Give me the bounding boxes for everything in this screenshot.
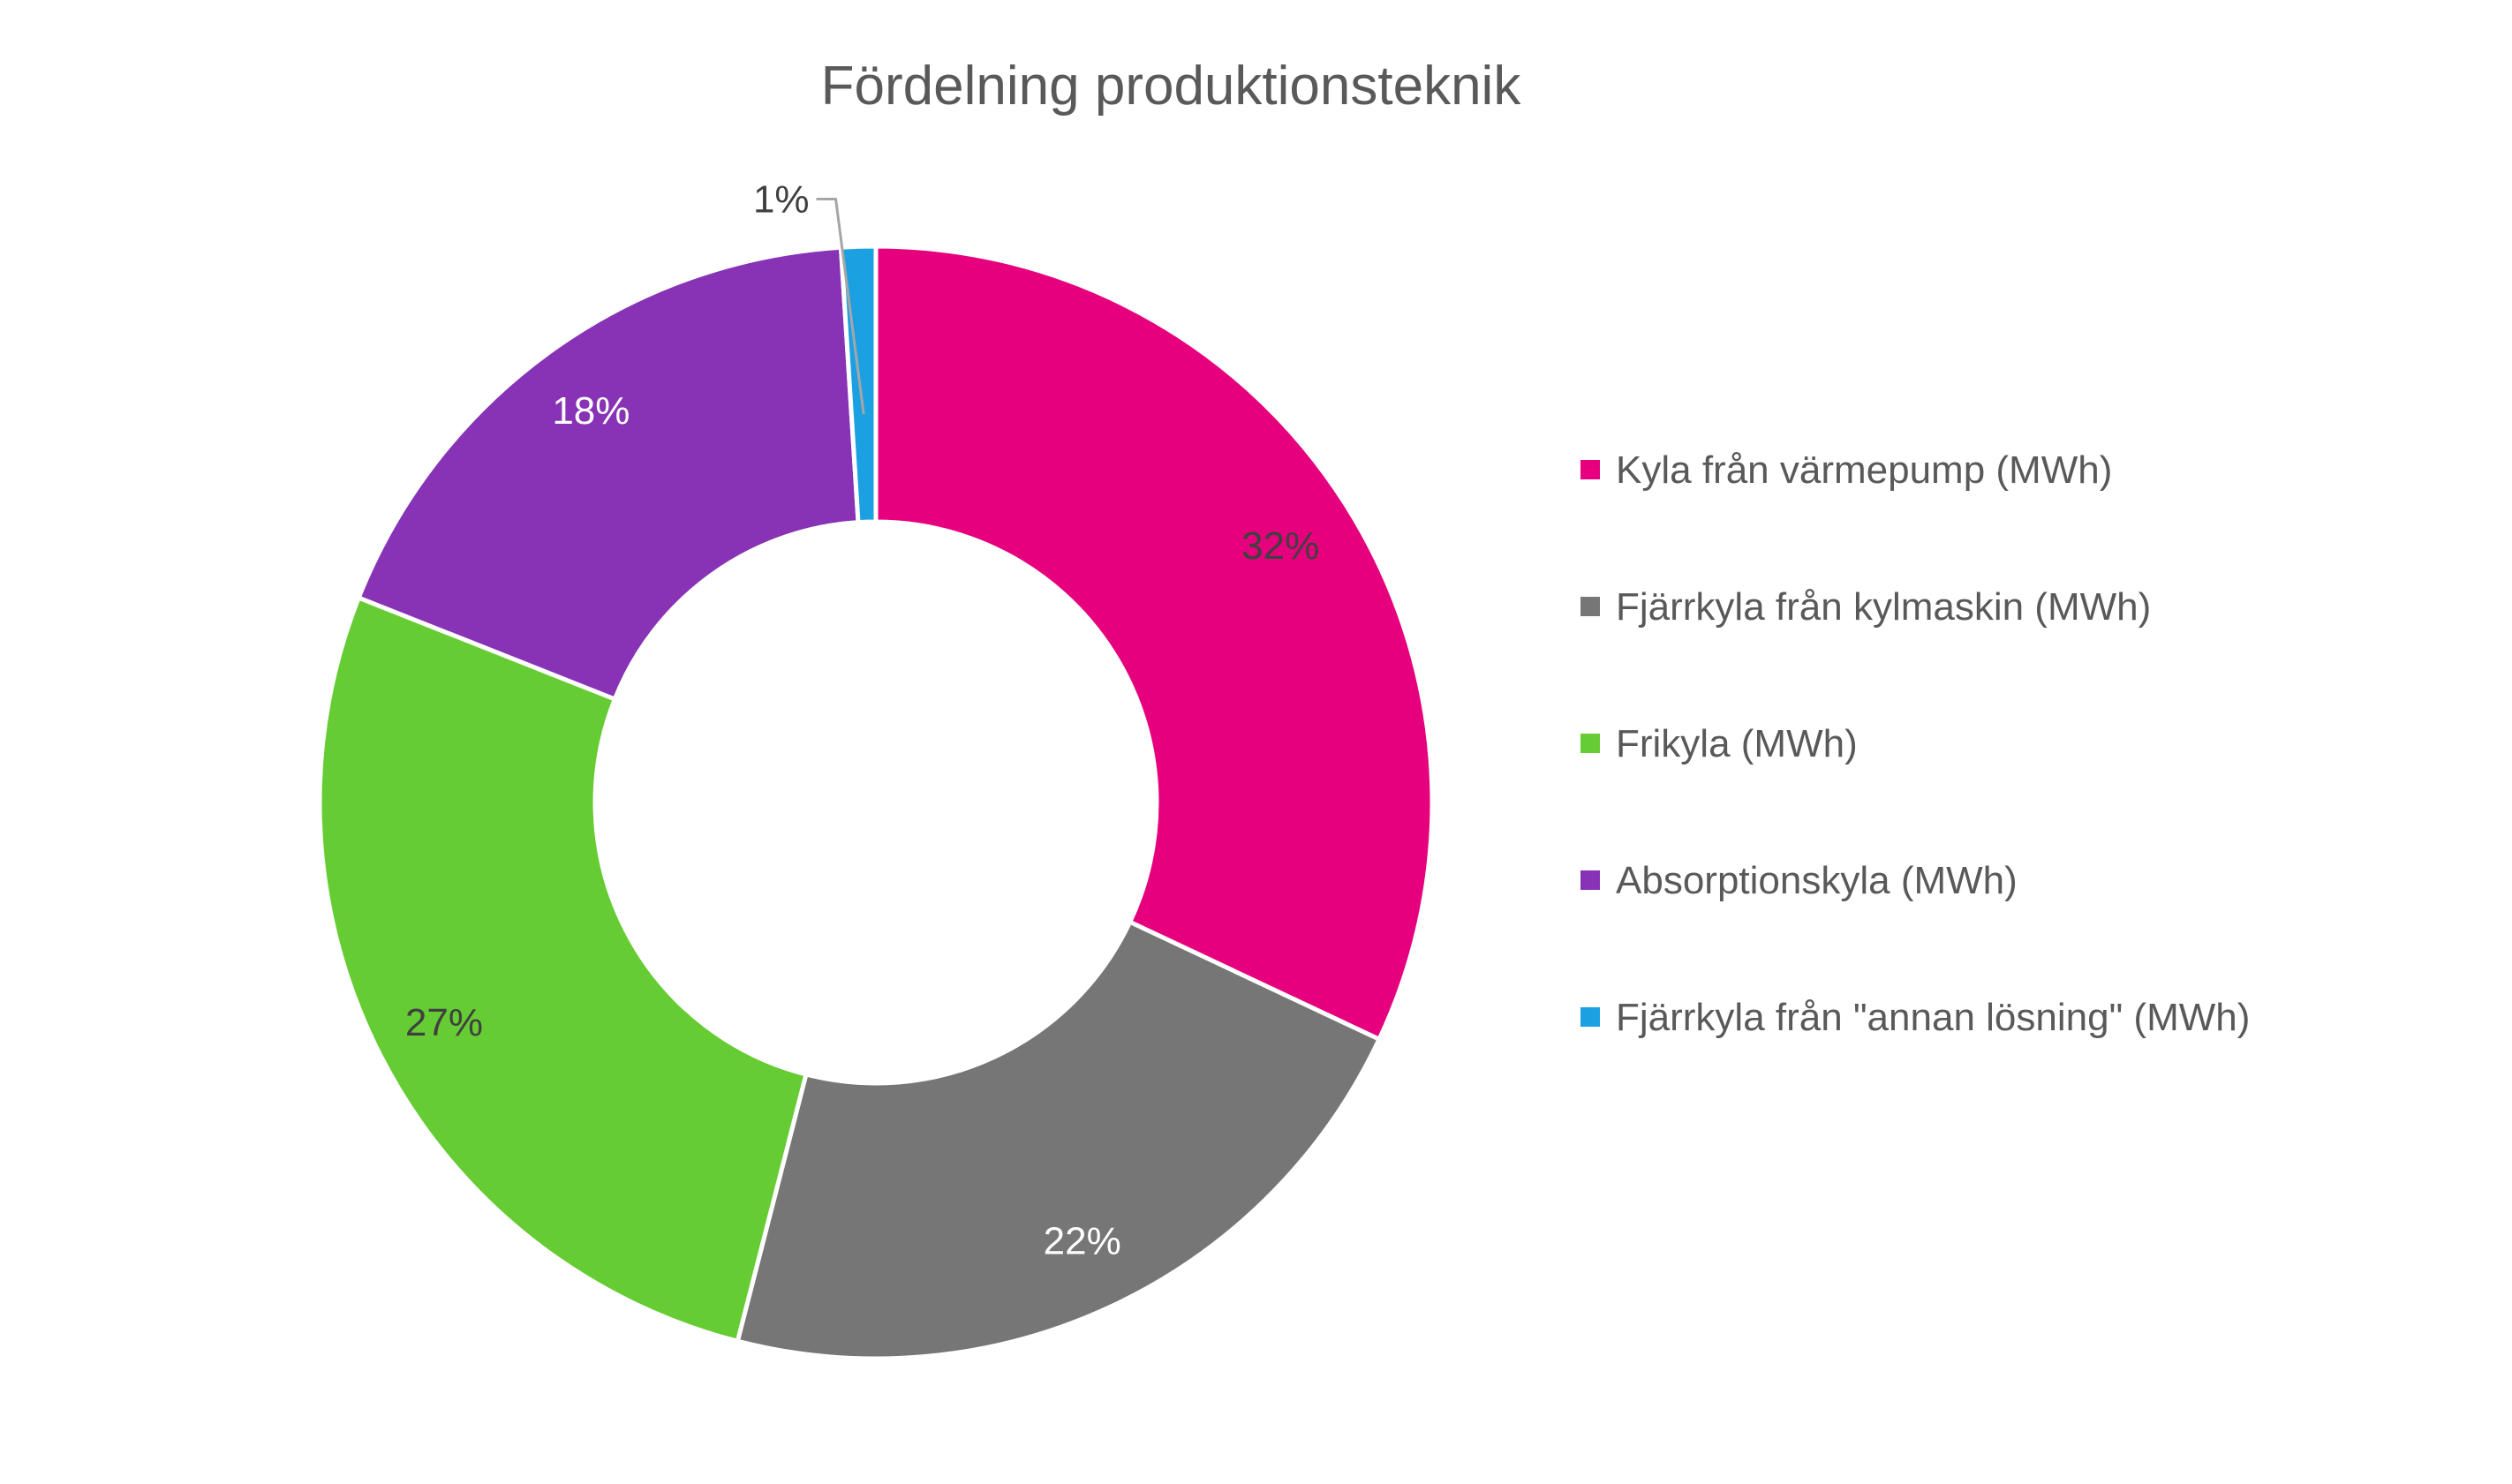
legend-label-5: Fjärrkyla från "annan lösning" (MWh) (1616, 996, 2250, 1039)
slices-layer (317, 244, 1435, 1361)
data-label-3: 27% (405, 1001, 483, 1044)
leader-line-5 (816, 198, 865, 415)
legend-swatch-4 (1580, 870, 1600, 890)
chart-title: Fördelning produktionsteknik (821, 56, 1522, 117)
legend-swatch-2 (1580, 597, 1600, 616)
data-label-5: 1% (753, 178, 810, 222)
legend-swatch-5 (1580, 1007, 1600, 1027)
legend-swatch-1 (1580, 460, 1600, 479)
slice-3 (317, 594, 809, 1345)
legend: Kyla från värmepump (MWh) Fjärrkyla från … (1580, 448, 2250, 1039)
legend-label-2: Fjärrkyla från kylmaskin (MWh) (1616, 585, 2151, 629)
legend-label-3: Frikyla (MWh) (1616, 722, 1858, 765)
data-labels-layer: 32% 22% 27% 18% 1% (405, 178, 1319, 1263)
slice-1 (873, 244, 1435, 1043)
data-label-1: 32% (1241, 524, 1319, 568)
legend-swatch-3 (1580, 734, 1600, 753)
slice-4 (355, 245, 861, 703)
data-label-2: 22% (1044, 1220, 1121, 1263)
data-label-4: 18% (552, 389, 630, 433)
slice-2 (735, 919, 1383, 1361)
legend-label-1: Kyla från värmepump (MWh) (1616, 448, 2112, 492)
legend-label-4: Absorptionskyla (MWh) (1616, 859, 2018, 902)
